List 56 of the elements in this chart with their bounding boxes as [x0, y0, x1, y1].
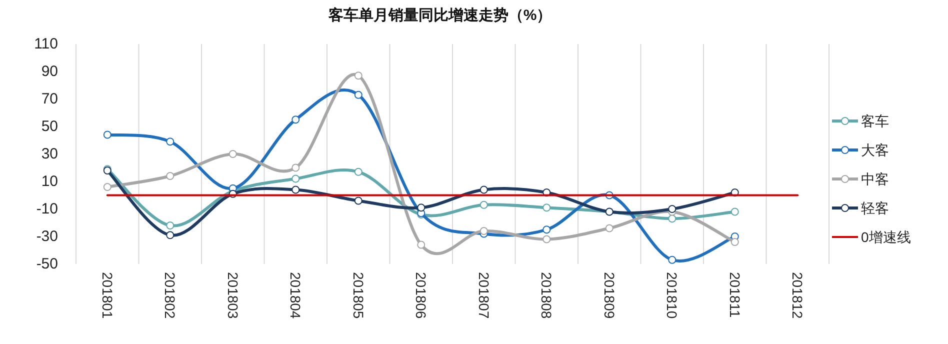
- point: [730, 208, 739, 216]
- point: [292, 164, 300, 172]
- point: [605, 224, 614, 232]
- x-tick-label: 201809: [601, 272, 618, 319]
- point: [668, 256, 676, 264]
- point: [103, 183, 112, 191]
- legend-label: 0增速线: [861, 229, 911, 245]
- point: [354, 196, 362, 205]
- point: [542, 235, 551, 244]
- x-tick-label: 201803: [224, 272, 241, 319]
- point: [542, 226, 551, 234]
- point: [166, 172, 174, 180]
- x-tick-label: 201808: [538, 272, 555, 319]
- x-tick-label: 201810: [664, 272, 680, 319]
- point: [292, 186, 300, 194]
- y-tick-label: 10: [41, 173, 58, 190]
- point: [166, 222, 174, 230]
- chart-title: 客车单月销量同比增速走势（%）: [327, 6, 552, 24]
- point: [417, 240, 426, 249]
- x-tick-label: 201807: [476, 272, 492, 319]
- point: [417, 204, 426, 212]
- x-tick-label: 201801: [99, 272, 116, 319]
- y-tick-label: 90: [41, 63, 58, 80]
- legend-label: 轻客: [861, 200, 889, 216]
- point: [480, 186, 488, 194]
- x-tick-label: 201804: [288, 272, 304, 319]
- y-tick-label: 30: [41, 146, 58, 162]
- point: [292, 174, 300, 183]
- y-tick-label: -10: [36, 200, 58, 218]
- point: [228, 150, 237, 158]
- point: [480, 227, 488, 235]
- point: [480, 200, 488, 209]
- x-tick-label: 201802: [162, 272, 178, 319]
- y-tick-label: 110: [34, 36, 58, 52]
- y-tick-label: -30: [36, 228, 58, 245]
- point: [354, 168, 362, 176]
- point: [730, 238, 739, 246]
- legend-label: 大客: [861, 142, 889, 158]
- point: [166, 231, 174, 240]
- point: [354, 90, 362, 99]
- x-tick-label: 201812: [790, 272, 806, 319]
- point: [354, 72, 362, 80]
- point: [542, 204, 551, 212]
- x-tick-label: 201806: [413, 272, 430, 319]
- y-tick-label: -50: [36, 256, 58, 272]
- legend-label: 客车: [861, 113, 889, 129]
- point: [166, 138, 174, 146]
- point: [668, 214, 676, 223]
- legend-label: 中客: [861, 171, 889, 187]
- x-tick-label: 201811: [726, 272, 743, 318]
- x-tick-label: 201805: [350, 272, 366, 319]
- point: [103, 130, 112, 139]
- point: [668, 205, 676, 213]
- y-tick-label: 50: [41, 118, 58, 135]
- point: [292, 116, 300, 124]
- y-tick-label: 70: [41, 90, 58, 108]
